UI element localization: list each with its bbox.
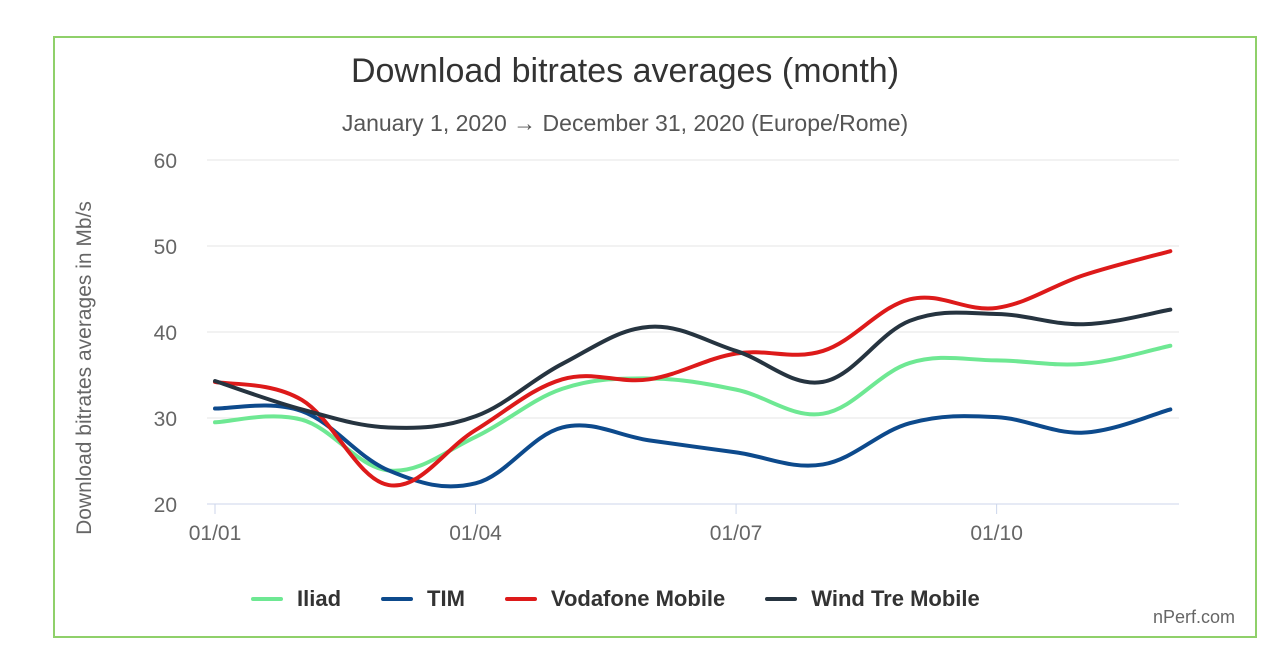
x-tick-label-0: 01/01 [189, 522, 242, 545]
legend: Iliad TIM Vodafone Mobile Wind Tre Mobil… [251, 586, 1020, 612]
series-line-tim [213, 403, 1173, 489]
legend-swatch-tim [381, 597, 414, 601]
legend-item-tim[interactable]: TIM [381, 586, 465, 612]
legend-label-tim: TIM [427, 586, 465, 611]
legend-label-wind-tre-mobile: Wind Tre Mobile [811, 586, 980, 611]
y-tick-label-30: 30 [154, 408, 177, 431]
chart-container: Download bitrates averages (month) Janua… [53, 36, 1257, 638]
legend-swatch-vodafone-mobile [504, 597, 537, 601]
y-tick-label-50: 50 [154, 236, 177, 259]
y-tick-label-20: 20 [154, 494, 177, 517]
plot-area: 20 30 40 50 60 01/01 01/04 01/07 01/10 [154, 150, 1179, 545]
x-tick-label-1: 01/04 [449, 522, 502, 545]
chart-title: Download bitrates averages (month) [350, 52, 900, 90]
y-tick-label-40: 40 [154, 322, 177, 345]
series-line-iliad [213, 343, 1173, 473]
legend-item-iliad[interactable]: Iliad [251, 586, 341, 612]
legend-item-vodafone-mobile[interactable]: Vodafone Mobile [504, 586, 726, 612]
y-tick-label-60: 60 [154, 150, 177, 173]
legend-swatch-wind-tre-mobile [765, 597, 798, 601]
legend-label-vodafone-mobile: Vodafone Mobile [550, 586, 726, 611]
series-line-wind-tre-mobile [213, 307, 1173, 430]
x-tick-label-3: 01/10 [970, 522, 1023, 545]
legend-item-wind-tre-mobile[interactable]: Wind Tre Mobile [765, 586, 980, 612]
series-line-vodafone-mobile [213, 249, 1173, 488]
x-tick-label-2: 01/07 [710, 522, 763, 545]
legend-swatch-iliad [251, 597, 283, 601]
legend-label-iliad: Iliad [297, 586, 342, 611]
credit-link[interactable]: nPerf.com [1152, 607, 1235, 627]
chart-subtitle: January 1, 2020 → December 31, 2020 (Eur… [341, 110, 909, 136]
